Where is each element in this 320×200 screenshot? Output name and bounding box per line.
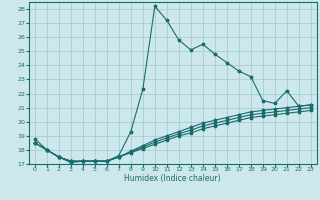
X-axis label: Humidex (Indice chaleur): Humidex (Indice chaleur)	[124, 174, 221, 183]
